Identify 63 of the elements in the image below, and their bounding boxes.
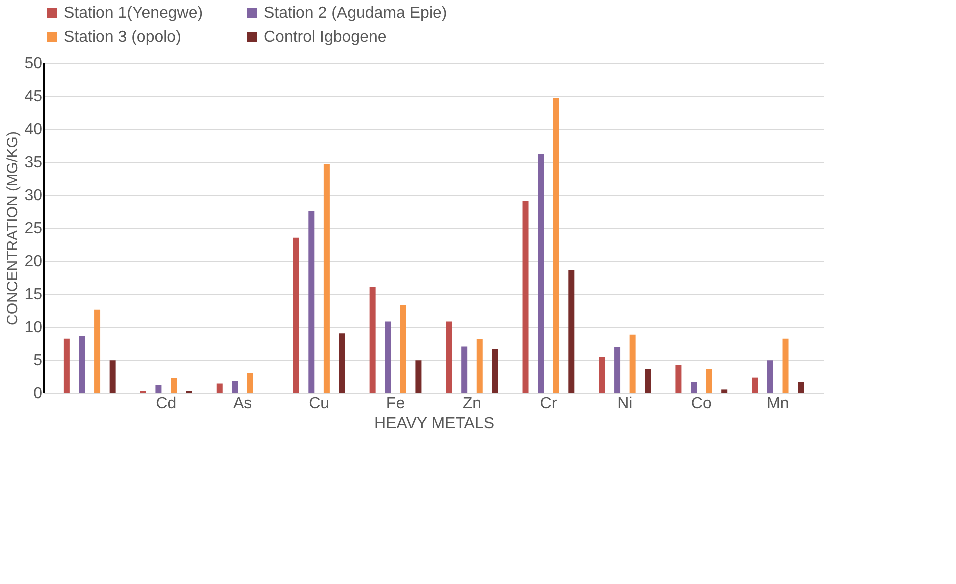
bar: [400, 305, 406, 393]
y-tick-label: 10: [24, 320, 43, 336]
x-tick-label: As: [233, 396, 252, 412]
bar: [630, 334, 636, 393]
bar: [767, 360, 774, 393]
x-tick-label: Zn: [462, 396, 482, 412]
x-tick-label: Cr: [540, 396, 558, 412]
bar: [522, 200, 529, 393]
bar: [232, 381, 238, 393]
bar: [492, 349, 498, 393]
bar: [370, 287, 376, 393]
bar: [339, 334, 346, 393]
legend-label: Station 3 (opolo): [64, 29, 182, 46]
x-axis-title: HEAVY METALS: [374, 416, 495, 432]
bar: [706, 369, 712, 393]
y-tick-label: 5: [34, 352, 43, 370]
bar: [538, 154, 544, 393]
bar: [568, 270, 575, 393]
bar: [94, 310, 101, 393]
y-axis-title: CONCENTRATION (MG/KG): [4, 132, 22, 326]
y-tick-label: 30: [24, 188, 43, 204]
bar: [64, 338, 70, 393]
bar: [416, 360, 422, 393]
x-tick-label: Cu: [309, 396, 330, 412]
bar: [462, 346, 468, 393]
bar: [645, 369, 652, 393]
bar: [599, 357, 606, 393]
legend-label: Station 2 (Agudama Epie): [264, 5, 448, 22]
bar: [385, 322, 392, 393]
bar: [476, 340, 483, 393]
bar: [308, 212, 315, 393]
y-tick-label: 35: [24, 154, 43, 172]
y-tick-label: 20: [24, 254, 43, 270]
x-tick-label: Ni: [618, 396, 633, 412]
bar: [614, 347, 621, 393]
bar: [676, 365, 682, 393]
bar: [110, 360, 116, 393]
legend-label: Station 1(Yenegwe): [64, 5, 204, 22]
bar: [752, 378, 758, 393]
y-tick-label: 45: [24, 88, 43, 106]
legend-label: Control Igbogene: [264, 29, 387, 46]
bar: [782, 338, 789, 393]
bar: [798, 382, 804, 393]
bar: [691, 382, 697, 393]
y-tick-label: 0: [34, 386, 43, 402]
bar: [216, 384, 223, 393]
x-tick-label: Fe: [386, 396, 406, 412]
bar: [171, 378, 177, 393]
y-tick-label: 50: [24, 56, 43, 72]
bar: [293, 238, 300, 393]
y-tick-label: 15: [24, 286, 43, 304]
x-tick-label: Cd: [156, 396, 177, 412]
bar: [156, 385, 162, 393]
bar: [722, 390, 728, 393]
bar: [553, 98, 560, 393]
bar: [247, 373, 254, 393]
y-tick-label: 25: [24, 220, 43, 238]
x-tick-label: Co: [691, 396, 712, 412]
x-tick-label: Mn: [767, 396, 790, 412]
bar: [324, 164, 330, 393]
y-tick-label: 40: [24, 122, 43, 138]
bar: [446, 322, 452, 393]
bar: [79, 336, 86, 393]
